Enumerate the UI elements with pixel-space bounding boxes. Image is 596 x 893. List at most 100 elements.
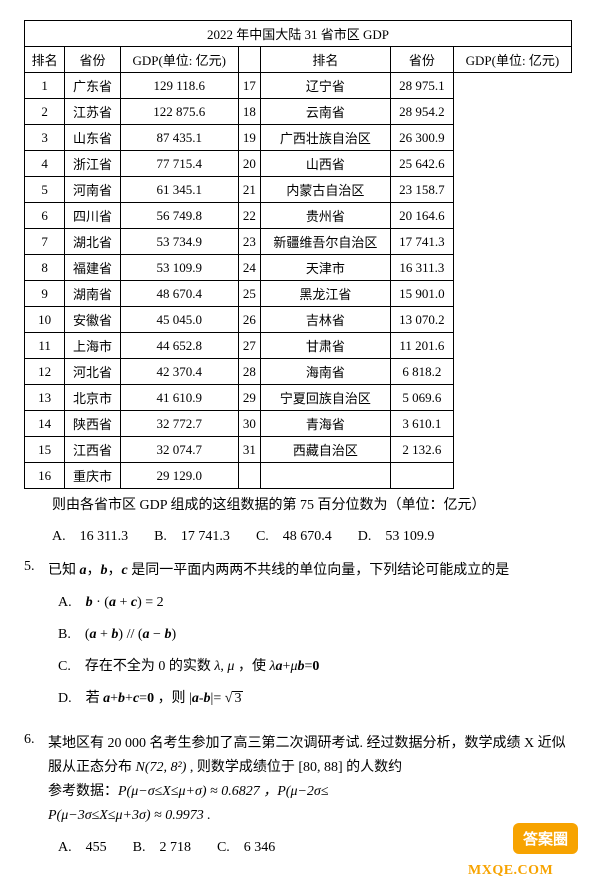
rank-cell: 11: [25, 333, 65, 359]
q5b-m1: −: [150, 627, 165, 642]
rank-cell: 17: [238, 73, 260, 99]
col-rank-r: 排名: [260, 47, 390, 73]
province-cell: 天津市: [260, 255, 390, 281]
province-cell: 北京市: [65, 385, 120, 411]
table-row: 7湖北省53 734.923新疆维吾尔自治区17 741.3: [25, 229, 572, 255]
table-header-row: 排名 省份 GDP(单位: 亿元) 排名 省份 GDP(单位: 亿元): [25, 47, 572, 73]
rank-cell: 18: [238, 99, 260, 125]
province-cell: 浙江省: [65, 151, 120, 177]
rank-cell: [238, 463, 260, 489]
rank-cell: 28: [238, 359, 260, 385]
q6-line2: 服从正态分布 N(72, 8²) , 则数学成绩位于 [80, 88] 的人数约: [48, 756, 572, 780]
q5b-r2: ): [171, 627, 176, 642]
gdp-cell: 3 610.1: [391, 411, 454, 437]
rank-cell: 19: [238, 125, 260, 151]
rank-cell: 31: [238, 437, 260, 463]
gdp-cell: 45 045.0: [120, 307, 238, 333]
rank-cell: 1: [25, 73, 65, 99]
gdp-cell: 15 901.0: [391, 281, 454, 307]
gdp-cell: 61 345.1: [120, 177, 238, 203]
rank-cell: 7: [25, 229, 65, 255]
table-row: 1广东省129 118.617辽宁省28 975.1: [25, 73, 572, 99]
rank-cell: 12: [25, 359, 65, 385]
col-rank-l: 排名: [25, 47, 65, 73]
rank-cell: 14: [25, 411, 65, 437]
rank-cell: 25: [238, 281, 260, 307]
table-gap: [238, 47, 260, 73]
q5a-close: ) = 2: [137, 595, 164, 610]
rank-cell: 13: [25, 385, 65, 411]
table-row: 9湖南省48 670.425黑龙江省15 901.0: [25, 281, 572, 307]
rank-cell: 10: [25, 307, 65, 333]
q5a-plus: +: [116, 595, 131, 610]
q5d-label: D.: [58, 691, 86, 706]
q5d-three: 3: [232, 691, 243, 706]
q4-opt-d: D. 53 109.9: [358, 525, 435, 545]
rank-cell: 20: [238, 151, 260, 177]
q6: 6. 某地区有 20 000 名考生参加了高三第二次调研考试. 经过数据分析，数…: [24, 732, 572, 873]
gdp-cell: 42 370.4: [120, 359, 238, 385]
q4-opt-b: B. 17 741.3: [154, 525, 230, 545]
gdp-cell: 87 435.1: [120, 125, 238, 151]
q6-line2-post: , 则数学成绩位于 [80, 88] 的人数约: [186, 760, 402, 775]
q6-choices: A. 455 B. 2 718 C. 6 346: [58, 836, 572, 860]
q4-choices: A. 16 311.3 B. 17 741.3 C. 48 670.4 D. 5…: [52, 525, 572, 545]
province-cell: 宁夏回族自治区: [260, 385, 390, 411]
q6-dist: N(72, 8²): [136, 760, 187, 775]
table-title: 2022 年中国大陆 31 省市区 GDP: [25, 21, 572, 47]
q4-opt-a: A. 16 311.3: [52, 525, 128, 545]
province-cell: 河北省: [65, 359, 120, 385]
q5d-b2: b: [204, 691, 211, 706]
gdp-cell: 11 201.6: [391, 333, 454, 359]
rank-cell: 9: [25, 281, 65, 307]
table-row: 3山东省87 435.119广西壮族自治区26 300.9: [25, 125, 572, 151]
q5b-a1: a: [90, 627, 97, 642]
province-cell: 广东省: [65, 73, 120, 99]
gdp-cell: 5 069.6: [391, 385, 454, 411]
rank-cell: 27: [238, 333, 260, 359]
gdp-cell: [391, 463, 454, 489]
gdp-cell: 6 818.2: [391, 359, 454, 385]
table-row: 5河南省61 345.121内蒙古自治区23 158.7: [25, 177, 572, 203]
province-cell: 青海省: [260, 411, 390, 437]
q5b-r1: ) // (: [118, 627, 142, 642]
q5c-zero: 0: [312, 659, 319, 674]
rank-cell: 23: [238, 229, 260, 255]
rank-cell: 8: [25, 255, 65, 281]
province-cell: 湖北省: [65, 229, 120, 255]
gdp-cell: 32 772.7: [120, 411, 238, 437]
province-cell: 山东省: [65, 125, 120, 151]
gdp-cell: 20 164.6: [391, 203, 454, 229]
q5-opt-d: D. 若 a+b+c=0 ，则 |a-b|= √3: [58, 687, 572, 711]
rank-cell: 29: [238, 385, 260, 411]
q6-opt-a: A. 455: [58, 836, 107, 860]
table-row: 13北京市41 610.929宁夏回族自治区5 069.6: [25, 385, 572, 411]
province-cell: 湖南省: [65, 281, 120, 307]
q5c-a: a: [276, 659, 283, 674]
rank-cell: 16: [25, 463, 65, 489]
gdp-cell: 53 734.9: [120, 229, 238, 255]
rank-cell: 21: [238, 177, 260, 203]
q5c-label: C.: [58, 659, 85, 674]
q5-opt-c: C. 存在不全为 0 的实数 λ, μ ，使 λa+μb=0: [58, 655, 572, 679]
gdp-cell: 48 670.4: [120, 281, 238, 307]
q5d-b: b: [118, 691, 125, 706]
q6-line1: 某地区有 20 000 名考生参加了高三第二次调研考试. 经过数据分析，数学成绩…: [48, 732, 572, 756]
table-row: 14陕西省32 772.730青海省3 610.1: [25, 411, 572, 437]
province-cell: 云南省: [260, 99, 390, 125]
q5c-pre: 存在不全为 0 的实数: [85, 659, 215, 674]
gdp-cell: 56 749.8: [120, 203, 238, 229]
q5-stem-post: 是同一平面内两两不共线的单位向量，下列结论可能成立的是: [128, 563, 510, 578]
gdp-cell: 28 975.1: [391, 73, 454, 99]
q5d-pre: 若: [86, 691, 104, 706]
gdp-cell: 129 118.6: [120, 73, 238, 99]
province-cell: 陕西省: [65, 411, 120, 437]
rank-cell: 24: [238, 255, 260, 281]
table-row: 6四川省56 749.822贵州省20 164.6: [25, 203, 572, 229]
province-cell: 内蒙古自治区: [260, 177, 390, 203]
q5-stem-pre: 已知: [48, 563, 80, 578]
gdp-cell: 13 070.2: [391, 307, 454, 333]
q5d-p1: +: [110, 691, 118, 706]
q5a-a: a: [109, 595, 116, 610]
gdp-cell: 2 132.6: [391, 437, 454, 463]
